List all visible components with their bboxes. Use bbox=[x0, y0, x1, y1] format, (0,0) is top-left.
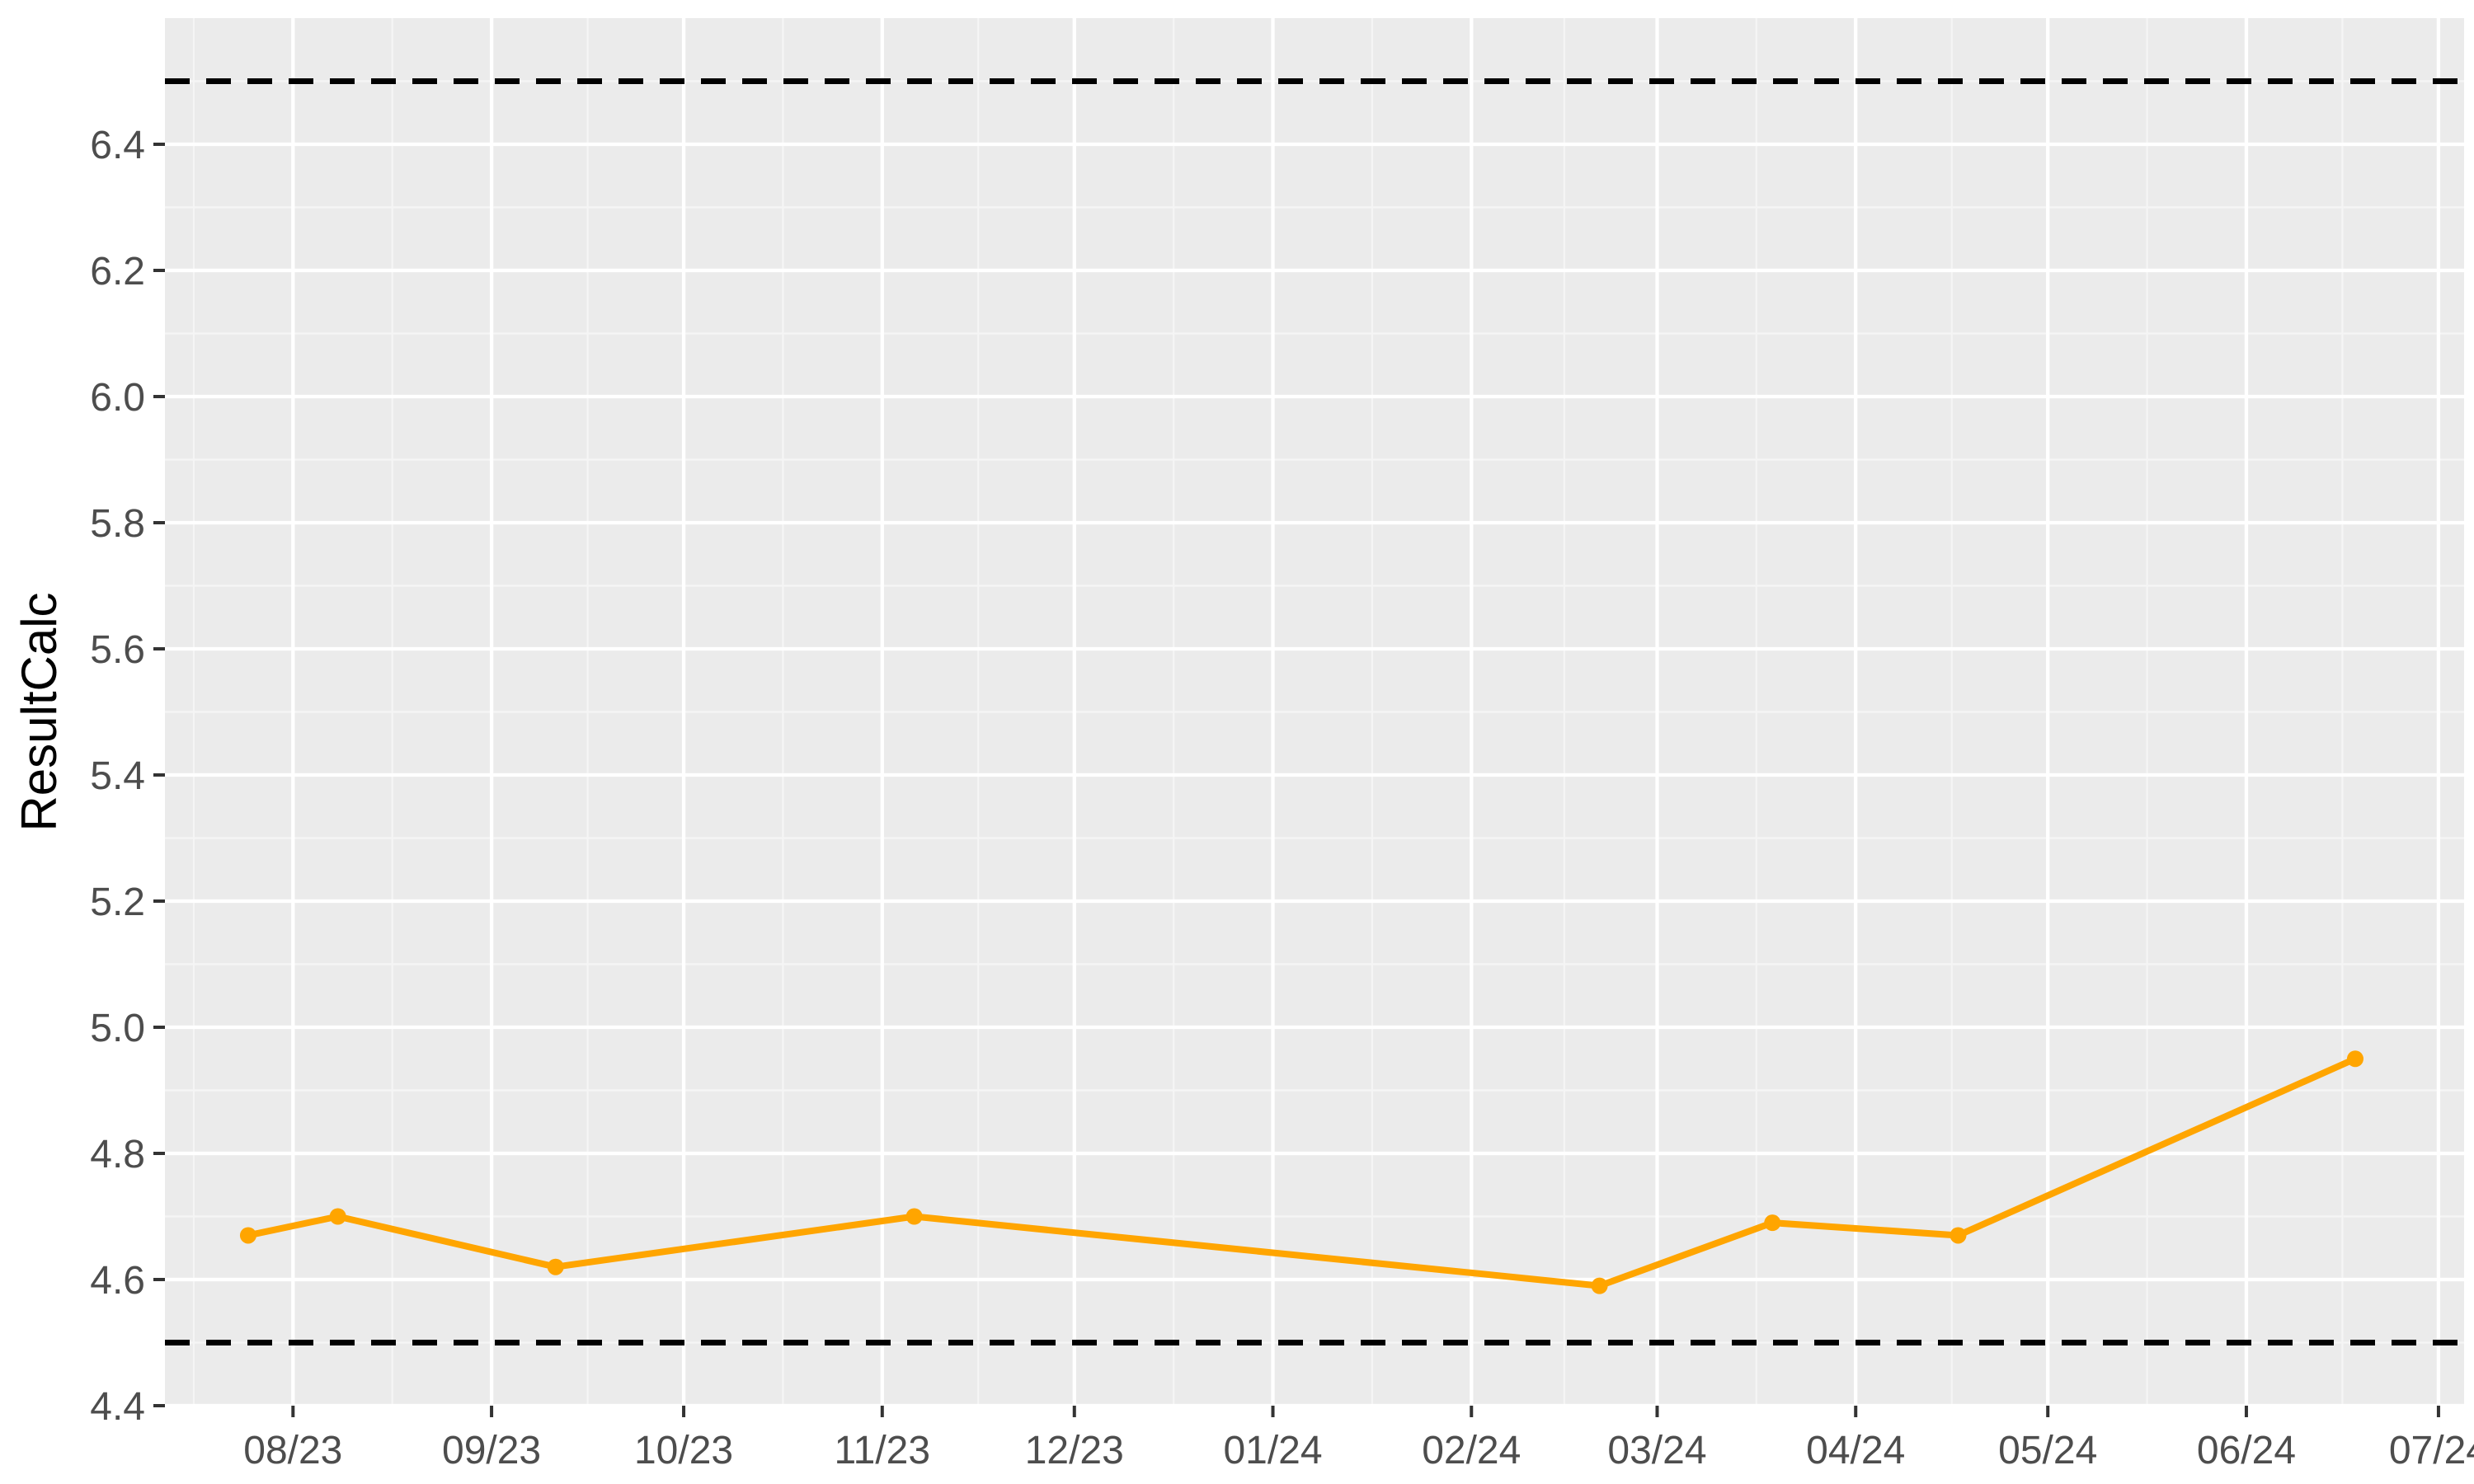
x-tick-label: 12/23 bbox=[1025, 1429, 1124, 1472]
y-tick-label: 6.4 bbox=[90, 124, 145, 167]
data-point bbox=[1950, 1227, 1967, 1244]
data-point bbox=[239, 1227, 256, 1244]
data-point bbox=[329, 1208, 346, 1225]
y-tick-label: 4.4 bbox=[90, 1385, 145, 1429]
y-axis: 4.4 4.6 4.8 5.0 5.2 5.4 5.6 5.8 6.0 6.2 6.4 bbox=[90, 124, 165, 1429]
x-tick-label: 07/24 bbox=[2389, 1429, 2474, 1472]
y-tick-label: 5.2 bbox=[90, 881, 145, 924]
x-tick-label: 05/24 bbox=[1998, 1429, 2097, 1472]
y-tick-label: 6.0 bbox=[90, 376, 145, 420]
x-tick-label: 10/23 bbox=[634, 1429, 733, 1472]
x-tick-label: 11/23 bbox=[835, 1429, 931, 1472]
data-point bbox=[1591, 1277, 1608, 1294]
reference-lines bbox=[165, 78, 2464, 1345]
x-axis: 08/23 09/23 10/23 11/23 12/23 01/24 02/24 03/24… bbox=[243, 1406, 2474, 1472]
x-tick-label: 02/24 bbox=[1422, 1429, 1521, 1472]
major-grid bbox=[165, 18, 2464, 1408]
y-tick-label: 6.2 bbox=[90, 250, 145, 294]
y-tick-label: 4.6 bbox=[90, 1259, 145, 1303]
x-tick-label: 03/24 bbox=[1607, 1429, 1706, 1472]
x-tick-label: 01/24 bbox=[1223, 1429, 1322, 1472]
x-tick-label: 09/23 bbox=[442, 1429, 541, 1472]
y-tick-label: 4.8 bbox=[90, 1133, 145, 1176]
y-tick-label: 5.0 bbox=[90, 1007, 145, 1050]
data-series bbox=[239, 1050, 2363, 1294]
y-tick-label: 5.4 bbox=[90, 754, 145, 798]
x-tick-label: 06/24 bbox=[2197, 1429, 2296, 1472]
y-tick-label: 5.8 bbox=[90, 502, 145, 546]
y-tick-label: 5.6 bbox=[90, 628, 145, 672]
data-point bbox=[2346, 1050, 2363, 1068]
y-axis-title: ResultCalc bbox=[12, 592, 67, 831]
data-point bbox=[905, 1208, 923, 1225]
data-point bbox=[1764, 1214, 1781, 1232]
x-tick-label: 04/24 bbox=[1806, 1429, 1905, 1472]
data-point bbox=[547, 1258, 564, 1275]
series-line bbox=[244, 1055, 2359, 1289]
x-tick-label: 08/23 bbox=[243, 1429, 342, 1472]
